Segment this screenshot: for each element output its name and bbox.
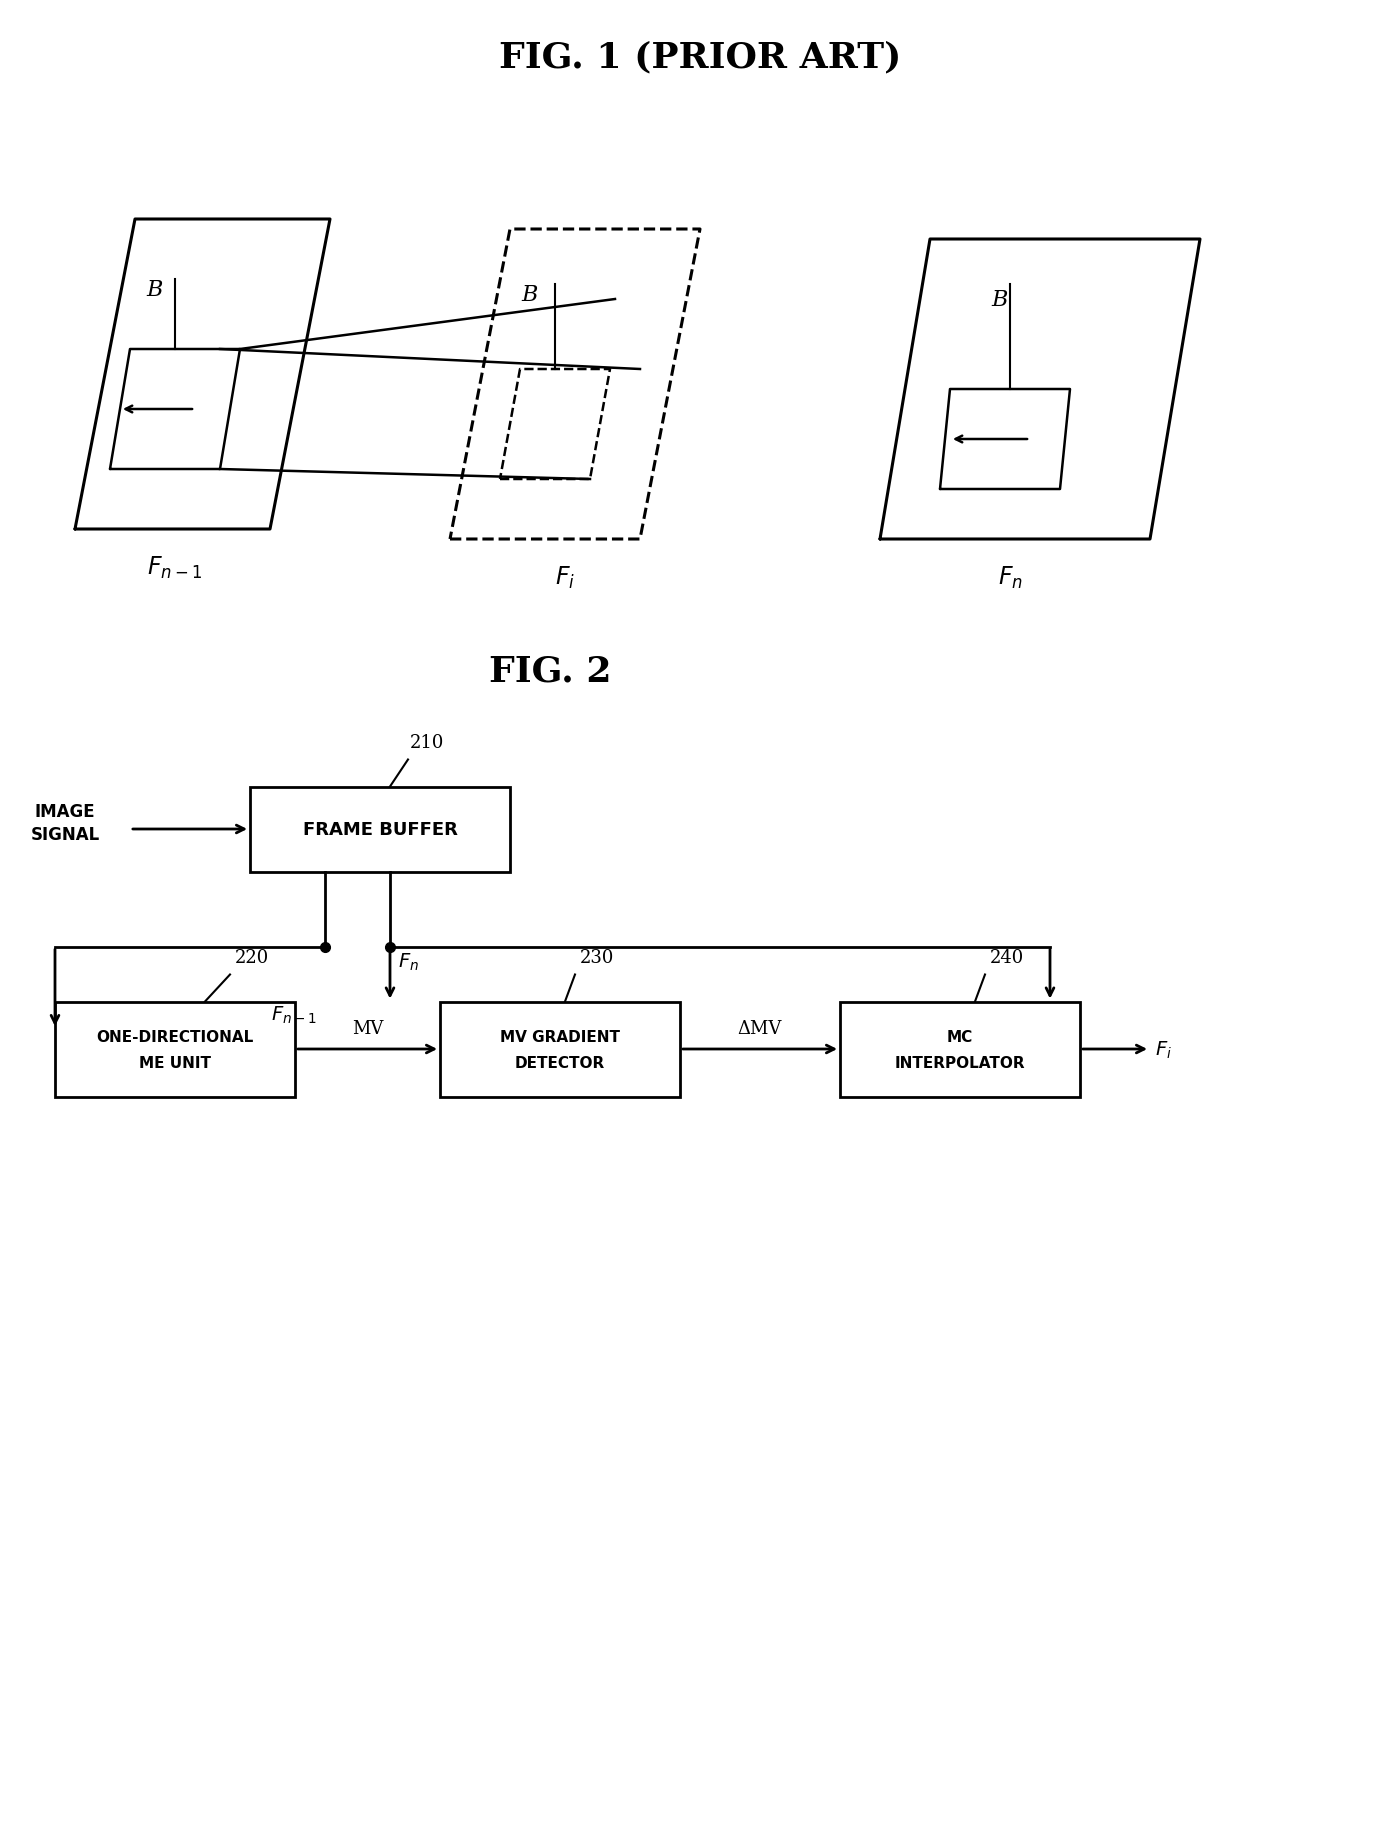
- Text: FIG. 2: FIG. 2: [488, 655, 611, 688]
- Text: B: B: [992, 289, 1009, 311]
- Text: $F_n$: $F_n$: [397, 951, 418, 973]
- Text: 210: 210: [410, 734, 445, 752]
- Text: $F_{n-1}$: $F_{n-1}$: [147, 555, 203, 581]
- Bar: [250, 787, 511, 872]
- Text: $F_{n-1}$: $F_{n-1}$: [271, 1004, 318, 1024]
- Text: INTERPOLATOR: INTERPOLATOR: [895, 1056, 1025, 1070]
- Text: FIG. 1 (PRIOR ART): FIG. 1 (PRIOR ART): [499, 40, 901, 74]
- Text: ME UNIT: ME UNIT: [139, 1056, 211, 1070]
- Text: SIGNAL: SIGNAL: [31, 826, 99, 844]
- Text: $F_n$: $F_n$: [997, 565, 1023, 590]
- Text: IMAGE: IMAGE: [35, 802, 95, 820]
- Text: B: B: [522, 283, 539, 305]
- Text: 240: 240: [990, 949, 1024, 967]
- Text: $F_i$: $F_i$: [555, 565, 575, 590]
- Bar: [55, 1002, 295, 1096]
- Text: MV GRADIENT: MV GRADIENT: [499, 1030, 620, 1045]
- Text: B: B: [147, 280, 164, 302]
- Text: $F_i$: $F_i$: [1156, 1039, 1172, 1059]
- Text: ΔMV: ΔMV: [737, 1019, 782, 1037]
- Text: MV: MV: [351, 1019, 383, 1037]
- Text: ONE-DIRECTIONAL: ONE-DIRECTIONAL: [97, 1030, 253, 1045]
- Bar: [441, 1002, 680, 1096]
- Text: MC: MC: [947, 1030, 974, 1045]
- Text: 220: 220: [235, 949, 269, 967]
- Text: DETECTOR: DETECTOR: [515, 1056, 606, 1070]
- Text: FRAME BUFFER: FRAME BUFFER: [302, 820, 457, 839]
- Bar: [839, 1002, 1080, 1096]
- Text: 230: 230: [581, 949, 614, 967]
